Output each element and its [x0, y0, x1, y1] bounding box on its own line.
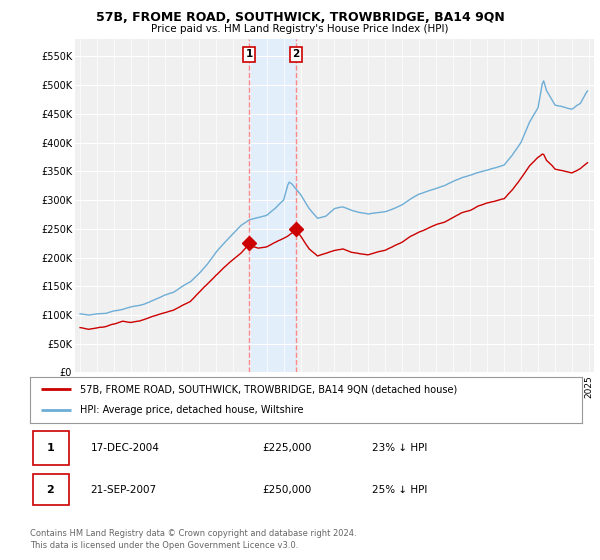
- Text: 1: 1: [245, 49, 253, 59]
- Text: £225,000: £225,000: [262, 443, 311, 452]
- Bar: [249, 39, 296, 372]
- Text: 57B, FROME ROAD, SOUTHWICK, TROWBRIDGE, BA14 9QN (detached house): 57B, FROME ROAD, SOUTHWICK, TROWBRIDGE, …: [80, 384, 457, 394]
- Text: 17-DEC-2004: 17-DEC-2004: [91, 443, 160, 452]
- Text: HPI: Average price, detached house, Wiltshire: HPI: Average price, detached house, Wilt…: [80, 405, 303, 416]
- Text: 23% ↓ HPI: 23% ↓ HPI: [372, 443, 428, 452]
- FancyBboxPatch shape: [33, 431, 68, 465]
- Text: 21-SEP-2007: 21-SEP-2007: [91, 485, 157, 494]
- Text: 57B, FROME ROAD, SOUTHWICK, TROWBRIDGE, BA14 9QN: 57B, FROME ROAD, SOUTHWICK, TROWBRIDGE, …: [95, 11, 505, 24]
- FancyBboxPatch shape: [33, 474, 68, 505]
- Text: Price paid vs. HM Land Registry's House Price Index (HPI): Price paid vs. HM Land Registry's House …: [151, 24, 449, 34]
- Text: 2: 2: [47, 485, 54, 494]
- Text: £250,000: £250,000: [262, 485, 311, 494]
- Text: 2: 2: [292, 49, 299, 59]
- Text: 25% ↓ HPI: 25% ↓ HPI: [372, 485, 428, 494]
- Text: Contains HM Land Registry data © Crown copyright and database right 2024.
This d: Contains HM Land Registry data © Crown c…: [30, 529, 356, 550]
- Text: 1: 1: [47, 443, 54, 452]
